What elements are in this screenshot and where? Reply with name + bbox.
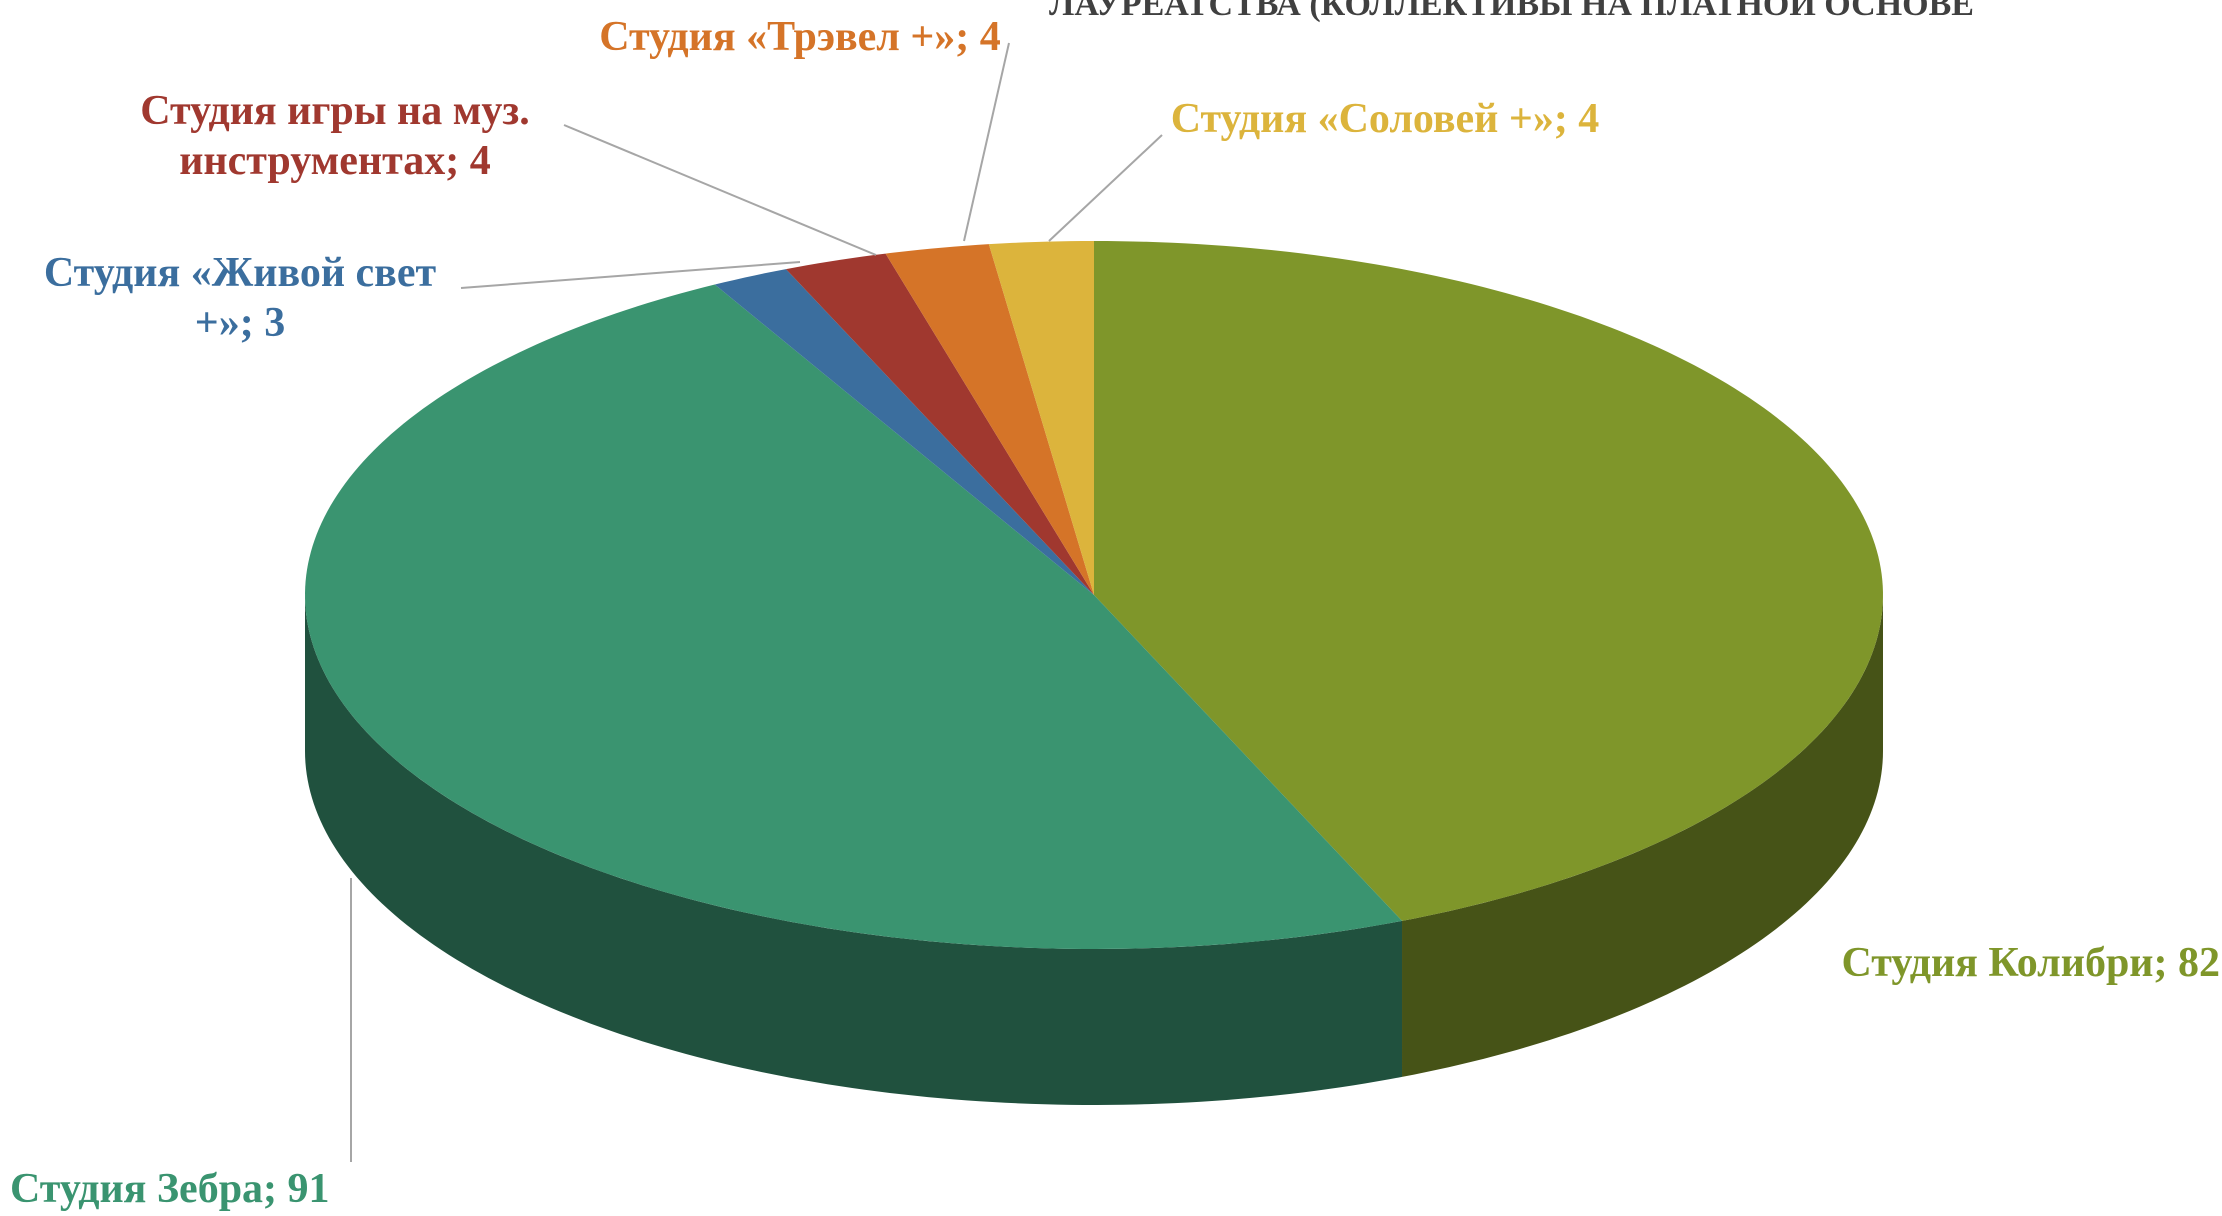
slice — [988, 241, 1094, 595]
slice — [885, 244, 1094, 595]
slice — [1094, 241, 1883, 921]
slice-side — [1402, 595, 1883, 1077]
data-label: Студия «Трэвел +»; 4 — [599, 14, 1001, 60]
slice-side — [305, 595, 1403, 1105]
leader-lines — [350, 42, 1163, 1162]
data-label: Студия Зебра; 91 — [10, 1166, 330, 1212]
chart-title: ЛАУРЕАТСТВА (КОЛЛЕКТИВЫ НА ПЛАТНОЙ ОСНОВ… — [1049, 0, 1974, 23]
leader-line — [1048, 134, 1163, 242]
leader-line — [563, 124, 877, 256]
data-label: Студия Колибри; 82 — [1841, 940, 2221, 986]
data-label: Студия игры на муз. инструментах; 4 — [140, 88, 530, 184]
slice — [305, 284, 1403, 949]
slice — [785, 253, 1094, 595]
data-label: Студия «Соловей +»; 4 — [1170, 96, 1600, 142]
leader-line — [460, 261, 801, 289]
leader-line — [963, 42, 1010, 242]
slice — [714, 269, 1094, 595]
data-label: Студия «Живой свет +»; 3 — [43, 250, 437, 346]
